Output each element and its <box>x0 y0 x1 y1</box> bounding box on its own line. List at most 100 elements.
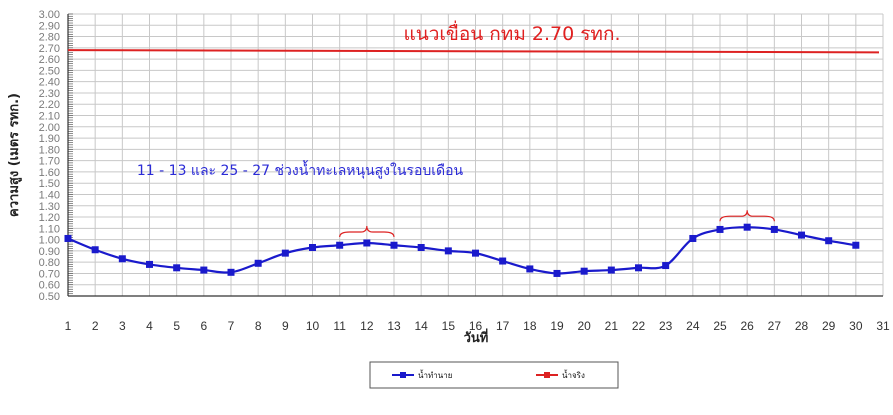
x-tick-label: 15 <box>442 319 456 333</box>
high-tide-note: 11 - 13 และ 25 - 27 ช่วงน้ำทะเลหนุนสูงใน… <box>137 160 464 179</box>
x-tick-label: 22 <box>632 319 646 333</box>
y-tick-label: 1.90 <box>39 133 60 145</box>
x-tick-label: 30 <box>849 319 863 333</box>
y-tick-label: 0.60 <box>39 280 60 292</box>
data-point <box>472 249 479 257</box>
y-tick-label: 1.10 <box>39 223 60 235</box>
y-tick-label: 2.30 <box>39 88 60 100</box>
forecast-series <box>64 223 860 277</box>
x-tick-labels: 1 2 3 4 5 6 7 8 9 10 11 12 13 14 15 16 17 18 19 20 21 22 23 24 2… <box>65 319 890 333</box>
data-point <box>635 264 642 272</box>
data-point <box>607 266 615 274</box>
data-point <box>227 268 235 276</box>
y-tick-label: 2.20 <box>39 99 60 111</box>
x-tick-label: 27 <box>768 319 782 333</box>
data-point <box>390 241 398 249</box>
y-tick-label: 2.10 <box>39 111 60 123</box>
y-tick-label: 1.40 <box>39 189 60 201</box>
y-tick-label: 1.20 <box>39 212 60 224</box>
data-point <box>91 246 99 254</box>
x-axis-title: วันที่ <box>464 328 489 346</box>
data-point <box>200 266 208 274</box>
x-tick-label: 16 <box>469 319 483 333</box>
data-point <box>798 231 805 239</box>
x-tick-label: 4 <box>146 319 153 333</box>
y-tick-label: 1.30 <box>39 201 60 213</box>
data-point <box>526 265 534 273</box>
dike-reference-line <box>67 49 880 54</box>
x-tick-label: 9 <box>282 319 289 333</box>
high-tide-braces <box>339 210 775 238</box>
data-point <box>499 257 507 265</box>
x-tick-label: 14 <box>414 319 428 333</box>
high-tide-brace <box>339 225 395 238</box>
y-tick-label: 1.70 <box>39 156 60 168</box>
y-tick-label: 1.50 <box>39 178 60 190</box>
y-tick-label: 1.60 <box>39 167 60 179</box>
y-tick-label: 2.60 <box>39 54 60 66</box>
data-point <box>363 239 371 247</box>
x-tick-label: 25 <box>713 319 727 333</box>
x-tick-label: 1 <box>65 319 72 333</box>
x-tick-label: 23 <box>659 319 673 333</box>
y-tick-label: 0.70 <box>39 268 60 280</box>
x-tick-label: 6 <box>200 319 207 333</box>
x-tick-label: 10 <box>306 319 320 333</box>
data-point <box>281 249 289 257</box>
y-tick-label: 0.90 <box>39 246 60 258</box>
x-tick-label: 12 <box>360 319 374 333</box>
data-point <box>417 243 425 251</box>
x-tick-label: 20 <box>577 319 591 333</box>
y-tick-label: 2.80 <box>39 32 60 44</box>
x-tick-label: 26 <box>740 319 754 333</box>
y-tick-labels: 0.500.600.700.800.901.001.101.201.301.40… <box>39 9 60 303</box>
data-point <box>743 223 751 231</box>
x-tick-label: 29 <box>822 319 836 333</box>
dike-line <box>67 49 880 54</box>
x-tick-label: 17 <box>496 319 510 333</box>
data-point <box>689 234 697 242</box>
y-tick-label: 2.70 <box>39 43 60 55</box>
x-tick-label: 3 <box>119 319 126 333</box>
data-point <box>118 255 126 263</box>
y-tick-label: 2.40 <box>39 77 60 89</box>
legend-marker-actual <box>544 372 550 378</box>
x-tick-label: 18 <box>523 319 537 333</box>
x-tick-label: 11 <box>333 319 346 333</box>
high-tide-brace <box>719 210 775 222</box>
data-point <box>770 225 778 233</box>
x-tick-label: 13 <box>387 319 401 333</box>
x-tick-label: 31 <box>876 319 890 333</box>
x-tick-label: 7 <box>228 319 235 333</box>
data-point <box>173 264 181 272</box>
x-tick-label: 5 <box>173 319 180 333</box>
data-point <box>309 243 316 251</box>
y-tick-label: 2.00 <box>39 122 60 134</box>
data-point <box>254 259 262 267</box>
y-tick-label: 2.50 <box>39 65 60 77</box>
data-point <box>662 262 670 270</box>
x-tick-label: 24 <box>686 319 700 333</box>
y-tick-label: 1.80 <box>39 144 60 156</box>
legend-label-actual: น้ำจริง <box>562 369 585 380</box>
legend-marker-forecast <box>400 372 406 378</box>
y-tick-label: 2.90 <box>39 20 60 32</box>
dike-label: แนวเขื่อน กทม 2.70 รทก. <box>403 20 620 45</box>
x-tick-label: 8 <box>255 319 262 333</box>
x-tick-label: 28 <box>795 319 809 333</box>
legend: น้ำทำนาย น้ำจริง <box>369 361 619 389</box>
data-point <box>444 247 452 255</box>
data-point <box>825 237 833 245</box>
x-tick-label: 19 <box>550 319 564 333</box>
data-point <box>580 267 588 275</box>
data-point <box>336 241 344 249</box>
data-point <box>64 234 72 242</box>
data-point <box>852 241 860 249</box>
y-axis-title: ความสูง (เมตร รทก.) <box>7 93 22 217</box>
y-tick-label: 1.00 <box>39 235 60 247</box>
y-tick-label: 3.00 <box>39 9 60 21</box>
y-tick-label: 0.50 <box>39 291 60 303</box>
axes <box>67 13 883 297</box>
legend-label-forecast: น้ำทำนาย <box>418 369 452 380</box>
